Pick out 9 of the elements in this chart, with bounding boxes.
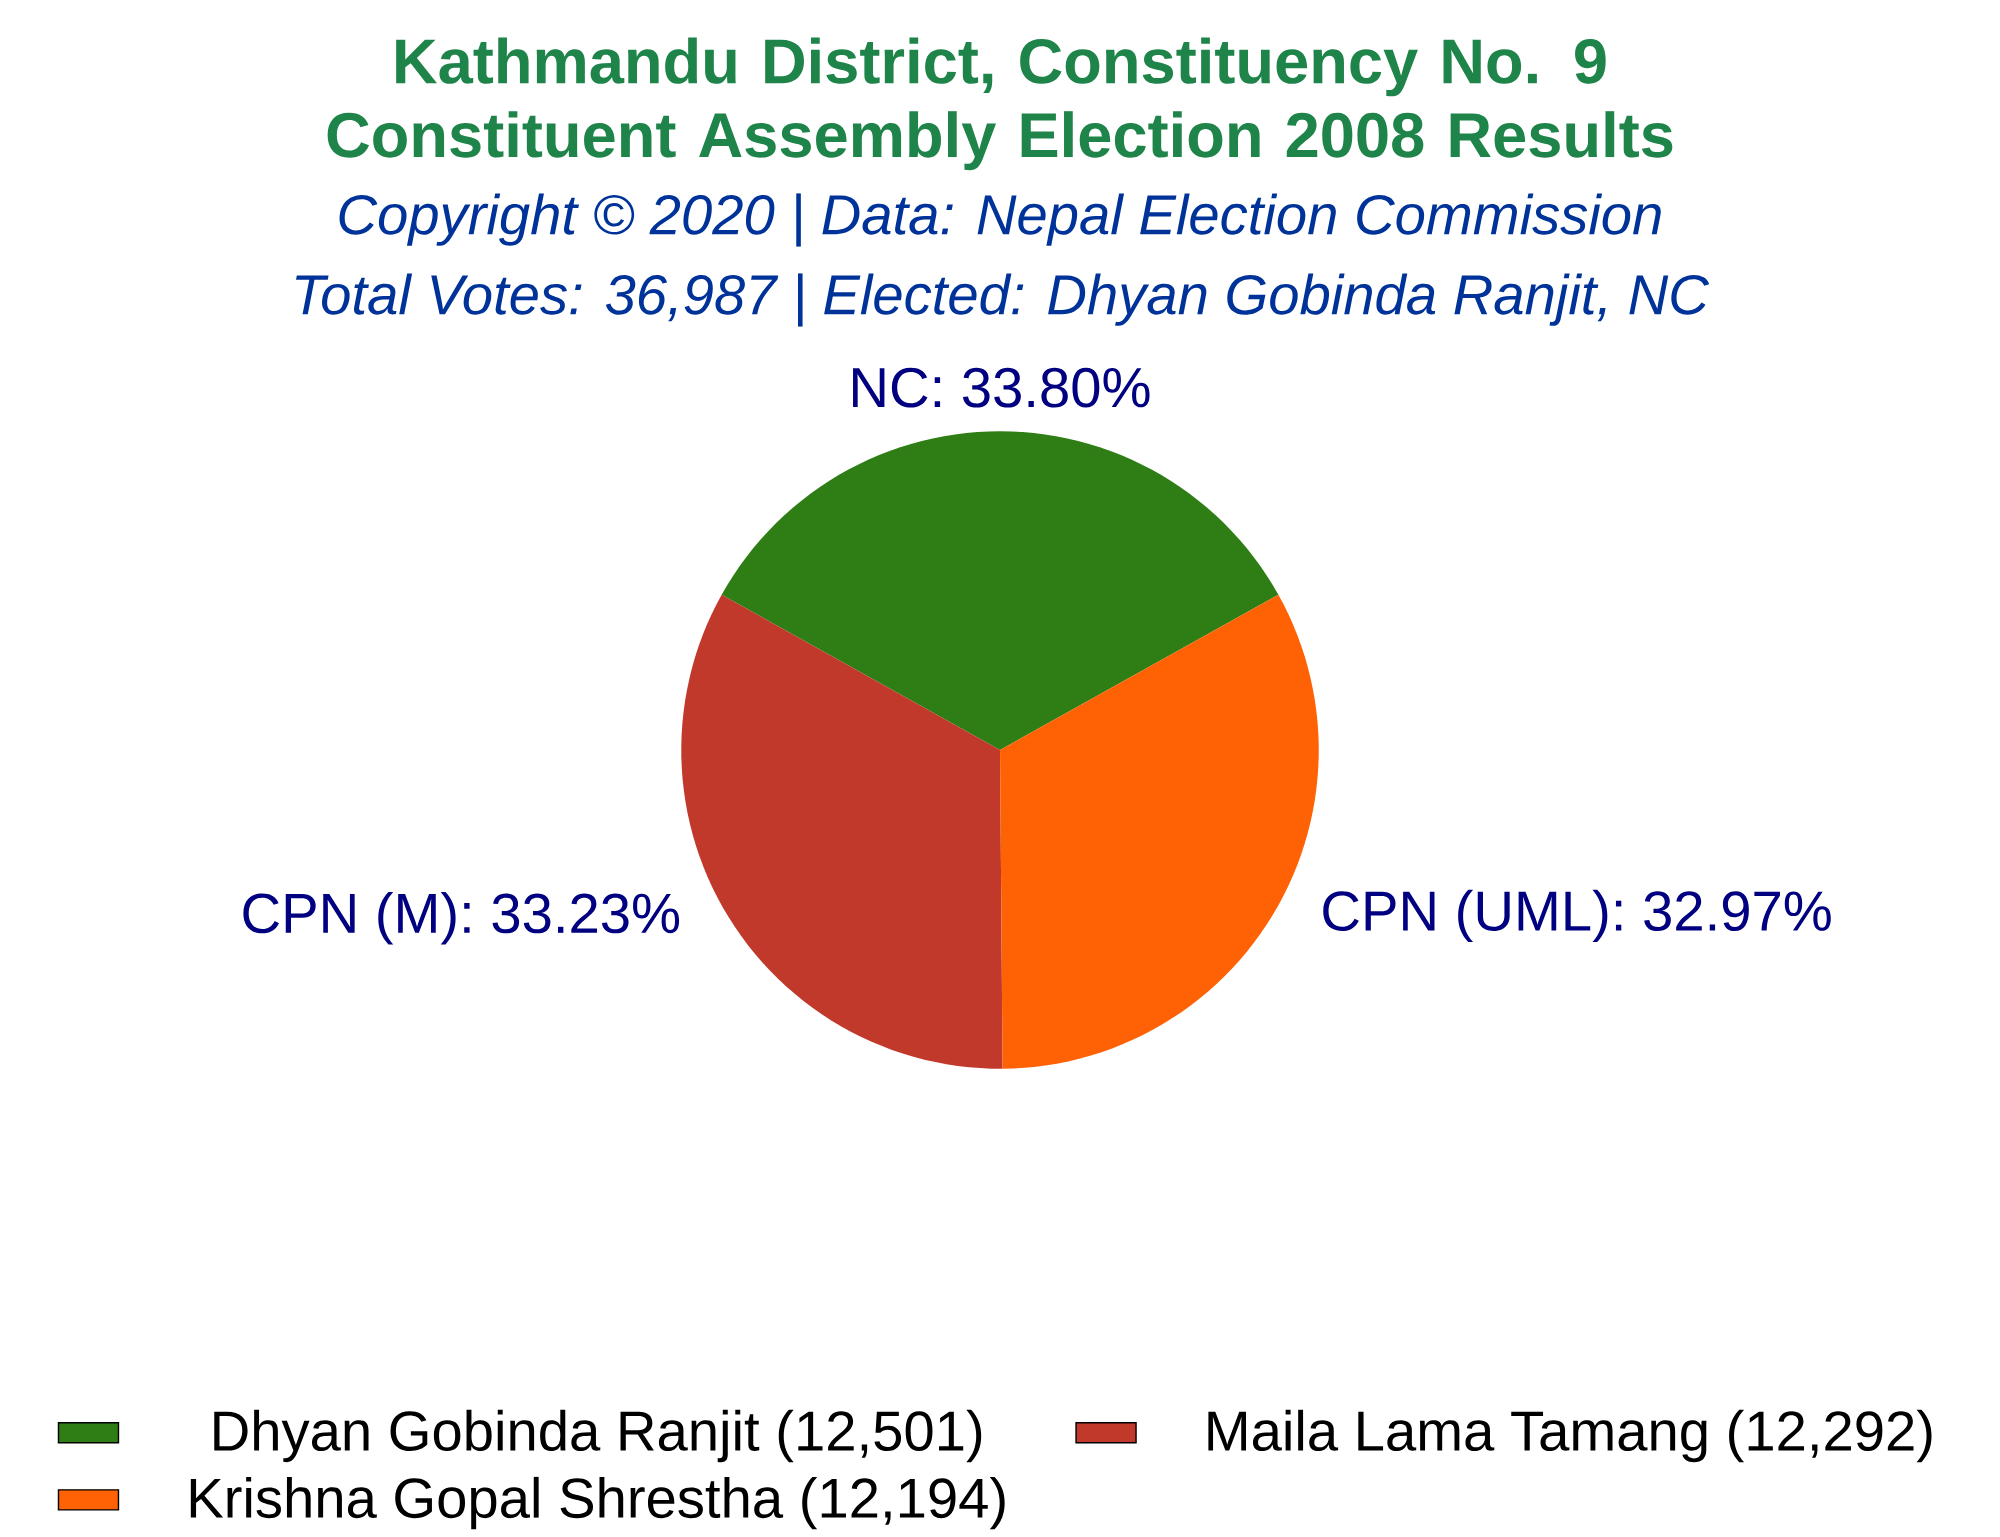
text: Total Votes: 36,987 | Elected: Dhyan Gobinda Ranjit, NC [296, 273, 1710, 327]
chart-title: Kathmandu District, Constituency No. 9 Constituent Assembly Election 2008 Results [327, 37, 1673, 171]
legend-label: Krishna Gopal Shrestha (12,194) [190, 1476, 1005, 1530]
data-label: CPN (M): 33.23% [243, 892, 680, 945]
legend-label: Maila Lama Tamang (12,292) [1208, 1409, 1932, 1463]
legend-label: Dhyan Gobinda Ranjit (12,501) [214, 1409, 982, 1463]
data-label: NC: 33.80% [853, 367, 1150, 408]
chart-subtitle: Copyright © 2020 | Data: Nepal Election Commission [339, 193, 1661, 247]
data-label: CPN (UML): 32.97% [1323, 889, 1831, 943]
